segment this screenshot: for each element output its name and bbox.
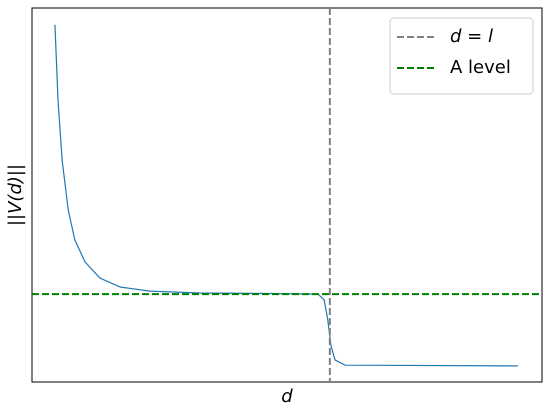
x-axis-label: d	[281, 386, 293, 407]
legend-box	[389, 17, 534, 95]
legend-label: d = l	[450, 26, 493, 47]
legend-label: A level	[450, 57, 511, 78]
y-axis-label: ||V(d)||	[5, 164, 26, 226]
data-line	[54, 24, 519, 367]
plot-frame	[31, 7, 543, 383]
